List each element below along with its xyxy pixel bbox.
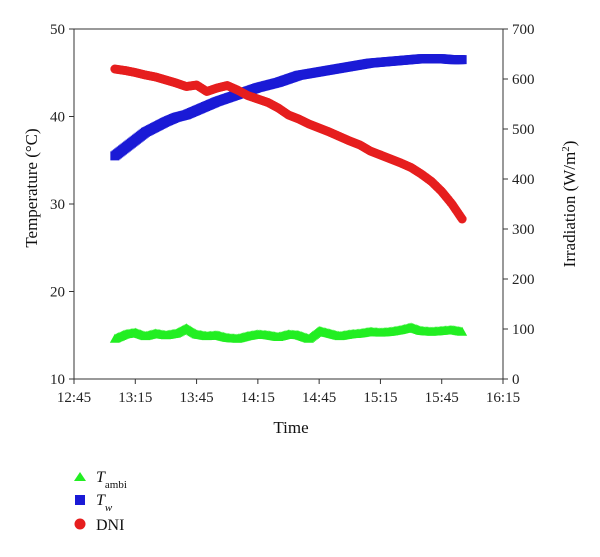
x-tick-label: 15:45 (425, 390, 459, 406)
y-left-tick-label: 20 (50, 285, 65, 301)
y-right-title-prefix: Irradiation (W/m (560, 152, 579, 268)
legend: Tambi Tw DNI (74, 469, 127, 534)
legend-item-dni: DNI (74, 517, 124, 534)
legend-tambi-sub: ambi (105, 479, 127, 491)
x-tick-label: 13:45 (179, 390, 213, 406)
legend-label-tw: Tw (96, 492, 113, 514)
y-right-tick-label: 300 (512, 222, 535, 238)
y-left-axis-title: Temperature (°C) (22, 128, 41, 247)
series-tw (110, 54, 467, 161)
y-right-axis-title: Irradiation (W/m2) (560, 141, 579, 268)
y-right-tick-label: 400 (512, 172, 535, 188)
y-left-tick-label: 10 (50, 372, 65, 388)
x-tick-label: 13:15 (118, 390, 152, 406)
x-tick-label: 14:15 (241, 390, 275, 406)
legend-item-tw: Tw (75, 492, 113, 514)
series-layer (109, 54, 468, 343)
legend-label-dni: DNI (96, 517, 124, 534)
y-right-tick-label: 200 (512, 272, 535, 288)
x-tick-label: 12:45 (57, 390, 91, 406)
y-right-tick-label: 100 (512, 322, 535, 338)
series-dni (110, 64, 467, 224)
data-point (457, 55, 467, 65)
legend-square-icon (75, 495, 85, 505)
y-right-tick-label: 600 (512, 72, 535, 88)
x-tick-label: 14:45 (302, 390, 336, 406)
legend-tambi-main: T (96, 469, 106, 486)
legend-tw-sub: w (105, 502, 113, 514)
y-left-tick-label: 30 (50, 197, 65, 213)
y-right-title-suffix: ) (560, 141, 579, 147)
y-right-title-sup: 2 (560, 146, 572, 152)
y-left-tick-label: 40 (50, 110, 65, 126)
legend-triangle-icon (74, 472, 86, 481)
x-axis-ticks: 12:45 13:15 13:45 14:15 14:45 15:15 15:45 16:15 (57, 379, 520, 406)
y-left-tick-label: 50 (50, 22, 65, 38)
legend-item-tambi: Tambi (74, 469, 127, 491)
data-point (457, 214, 467, 224)
y-right-axis-ticks: 0 100 200 300 400 500 600 700 (503, 22, 535, 388)
x-axis-title: Time (273, 418, 308, 437)
legend-label-tambi: Tambi (96, 469, 127, 491)
legend-circle-icon (74, 518, 86, 530)
series-tambi (109, 322, 468, 343)
y-left-axis-ticks: 10 20 30 40 50 (50, 22, 74, 388)
x-tick-label: 16:15 (486, 390, 520, 406)
legend-tw-main: T (96, 492, 106, 509)
y-right-tick-label: 0 (512, 372, 520, 388)
x-tick-label: 15:15 (363, 390, 397, 406)
y-right-tick-label: 500 (512, 122, 535, 138)
y-right-tick-label: 700 (512, 22, 535, 38)
data-point (457, 326, 468, 336)
